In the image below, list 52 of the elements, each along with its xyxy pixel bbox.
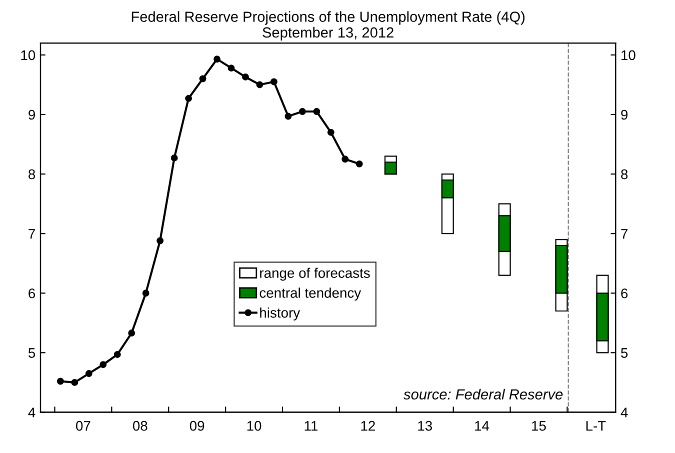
chart-title: Federal Reserve Projections of the Unemployment Rate (4Q) <box>132 11 525 25</box>
point <box>270 78 278 86</box>
x-tick-label: 07 <box>76 420 90 431</box>
point <box>185 94 192 102</box>
point <box>100 361 107 368</box>
y-tick-label: 4 <box>28 408 36 418</box>
y-tick-label: 5 <box>28 348 36 358</box>
y-tick-label: 6 <box>28 288 36 298</box>
point <box>284 112 292 120</box>
point <box>228 64 235 72</box>
point <box>199 75 206 82</box>
point <box>128 330 136 337</box>
point <box>242 74 249 80</box>
y2-tick-label: 6 <box>621 288 628 298</box>
point <box>114 350 121 358</box>
x-tick-label: 14 <box>475 421 490 431</box>
point <box>256 81 264 88</box>
point <box>313 108 320 115</box>
point <box>71 378 78 386</box>
legend-label: central tendency <box>260 288 362 301</box>
y2-tick-label: 10 <box>622 50 636 60</box>
legend-label: history <box>260 308 300 320</box>
point <box>327 128 334 136</box>
y2-tick-label: 5 <box>621 348 628 358</box>
x-tick-label: 11 <box>304 421 318 431</box>
y-tick-label: 7 <box>28 229 35 239</box>
point <box>170 154 178 162</box>
y-tick-label: 9 <box>28 110 35 120</box>
point <box>156 237 164 244</box>
x-tick-label: 13 <box>418 420 432 431</box>
point <box>56 378 64 385</box>
y2-tick-label: 4 <box>620 408 628 418</box>
chart-subtitle: September 13, 2012 <box>262 26 394 41</box>
x-tick-label: 08 <box>132 420 148 431</box>
annotation: source: Federal Reserve <box>404 388 563 400</box>
point <box>356 160 363 168</box>
y2-tick-label: 7 <box>621 229 628 239</box>
point <box>85 370 92 377</box>
x-tick-label: 10 <box>247 420 262 431</box>
point <box>142 290 150 297</box>
y-tick-label: 10 <box>21 50 36 60</box>
x-tick-label: 15 <box>532 421 546 431</box>
point <box>214 56 220 63</box>
y2-tick-label: 8 <box>621 169 628 180</box>
x-tick-label: L-T <box>586 421 606 431</box>
point <box>342 156 349 163</box>
x-tick-label: 09 <box>190 420 204 431</box>
legend-label: range of forecasts <box>260 268 370 281</box>
point <box>298 108 306 115</box>
y2-tick-label: 9 <box>621 110 628 120</box>
x-tick-label: 12 <box>361 420 375 431</box>
y-tick-label: 8 <box>28 169 36 180</box>
